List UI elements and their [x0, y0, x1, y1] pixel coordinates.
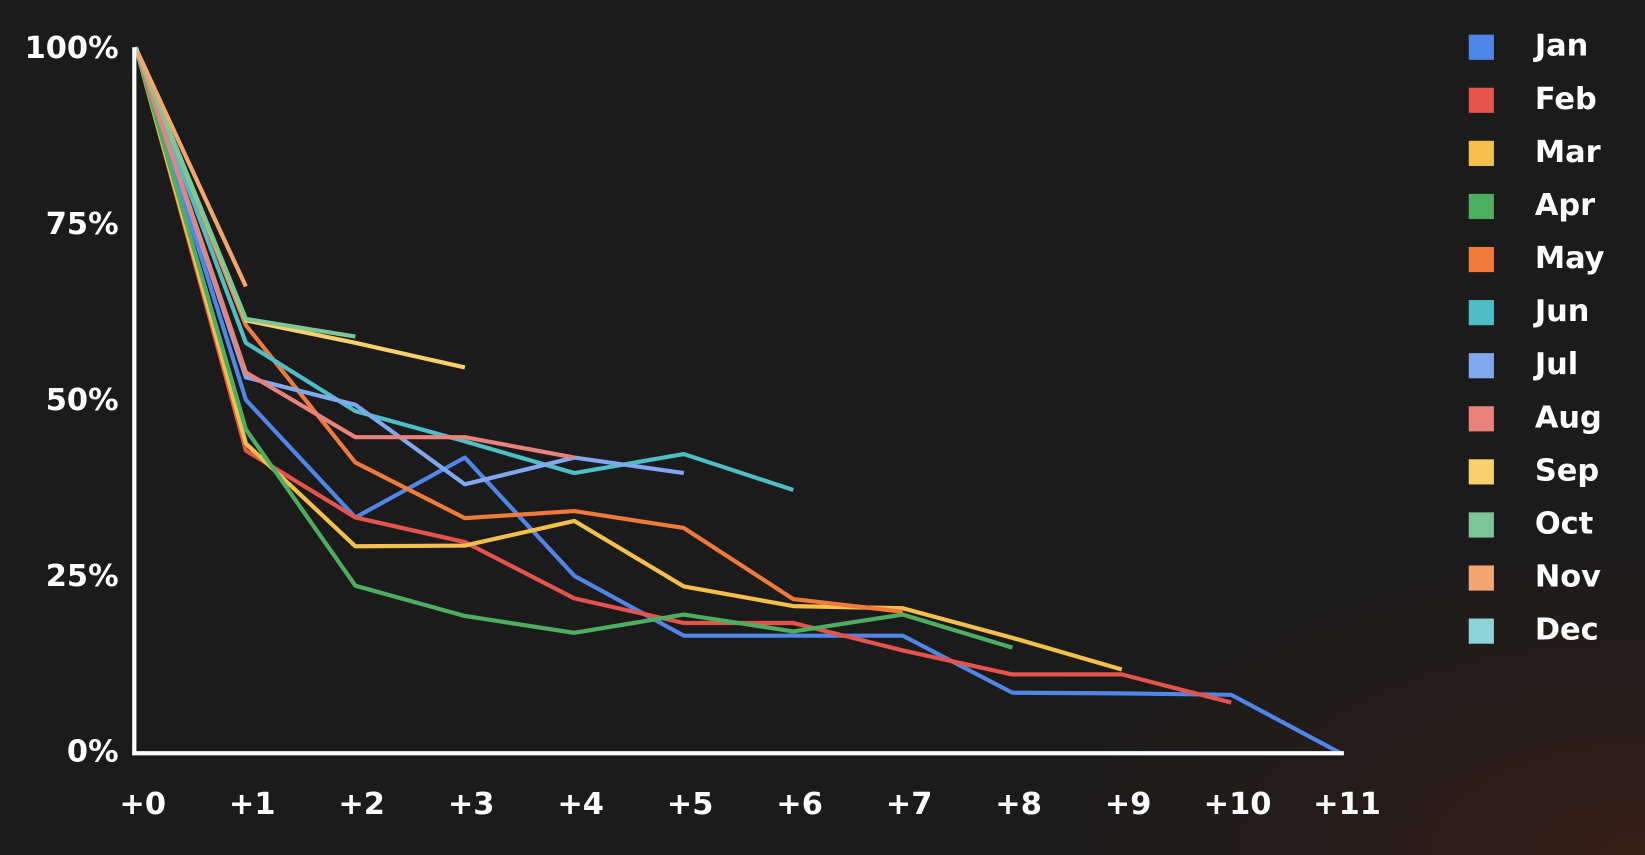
x-tick-label: +11 — [1313, 787, 1381, 822]
series-line — [134, 48, 248, 288]
x-tick-label: +1 — [229, 787, 276, 822]
x-tick-label: +9 — [1105, 787, 1152, 822]
series-line — [134, 48, 794, 492]
x-tick-label: +0 — [119, 787, 166, 822]
x-tick-label: +8 — [995, 787, 1042, 822]
legend-swatch — [1468, 512, 1494, 538]
legend-label: Mar — [1535, 135, 1601, 170]
legend-swatch — [1468, 300, 1494, 326]
legend-swatch — [1468, 618, 1494, 644]
legend-label: Feb — [1535, 82, 1597, 117]
legend-swatch — [1468, 459, 1494, 485]
series-line — [134, 48, 1342, 756]
legend-swatch — [1468, 246, 1494, 273]
series-line — [134, 48, 904, 614]
legend-label: Sep — [1535, 453, 1599, 488]
y-tick-label: 100% — [25, 31, 119, 66]
y-tick-label: 75% — [46, 207, 119, 242]
y-tick-label: 0% — [67, 735, 119, 770]
x-tick-label: +10 — [1204, 787, 1272, 822]
legend-swatch — [1468, 406, 1494, 432]
series-line — [134, 48, 1232, 705]
legend-label: May — [1535, 241, 1605, 276]
x-tick-label: +3 — [448, 787, 495, 822]
series-line — [134, 48, 356, 339]
y-tick-label: 25% — [46, 559, 119, 594]
legend-swatch — [1468, 87, 1494, 113]
legend-swatch — [1468, 565, 1494, 591]
legend-label: Oct — [1535, 506, 1593, 541]
legend-label: Nov — [1535, 560, 1601, 595]
x-tick-label: +6 — [776, 787, 823, 822]
legend-swatch — [1468, 353, 1494, 379]
legend-swatch — [1468, 140, 1494, 166]
series-line — [134, 48, 1013, 650]
y-tick-label: 50% — [46, 383, 119, 418]
legend-swatch — [1468, 193, 1494, 220]
x-tick-label: +4 — [557, 787, 604, 822]
legend-label: Jan — [1533, 29, 1588, 64]
x-tick-label: +7 — [886, 787, 933, 822]
series-line — [134, 48, 575, 460]
x-tick-label: +5 — [667, 787, 714, 822]
x-tick-label: +2 — [338, 787, 385, 822]
series-line — [134, 48, 1123, 672]
legend-label: Apr — [1535, 188, 1595, 223]
legend-label: Dec — [1535, 613, 1599, 648]
legend-swatch — [1468, 34, 1494, 60]
legend-label: Aug — [1535, 400, 1602, 435]
legend-label: Jul — [1533, 347, 1578, 382]
legend-label: Jun — [1533, 294, 1590, 329]
